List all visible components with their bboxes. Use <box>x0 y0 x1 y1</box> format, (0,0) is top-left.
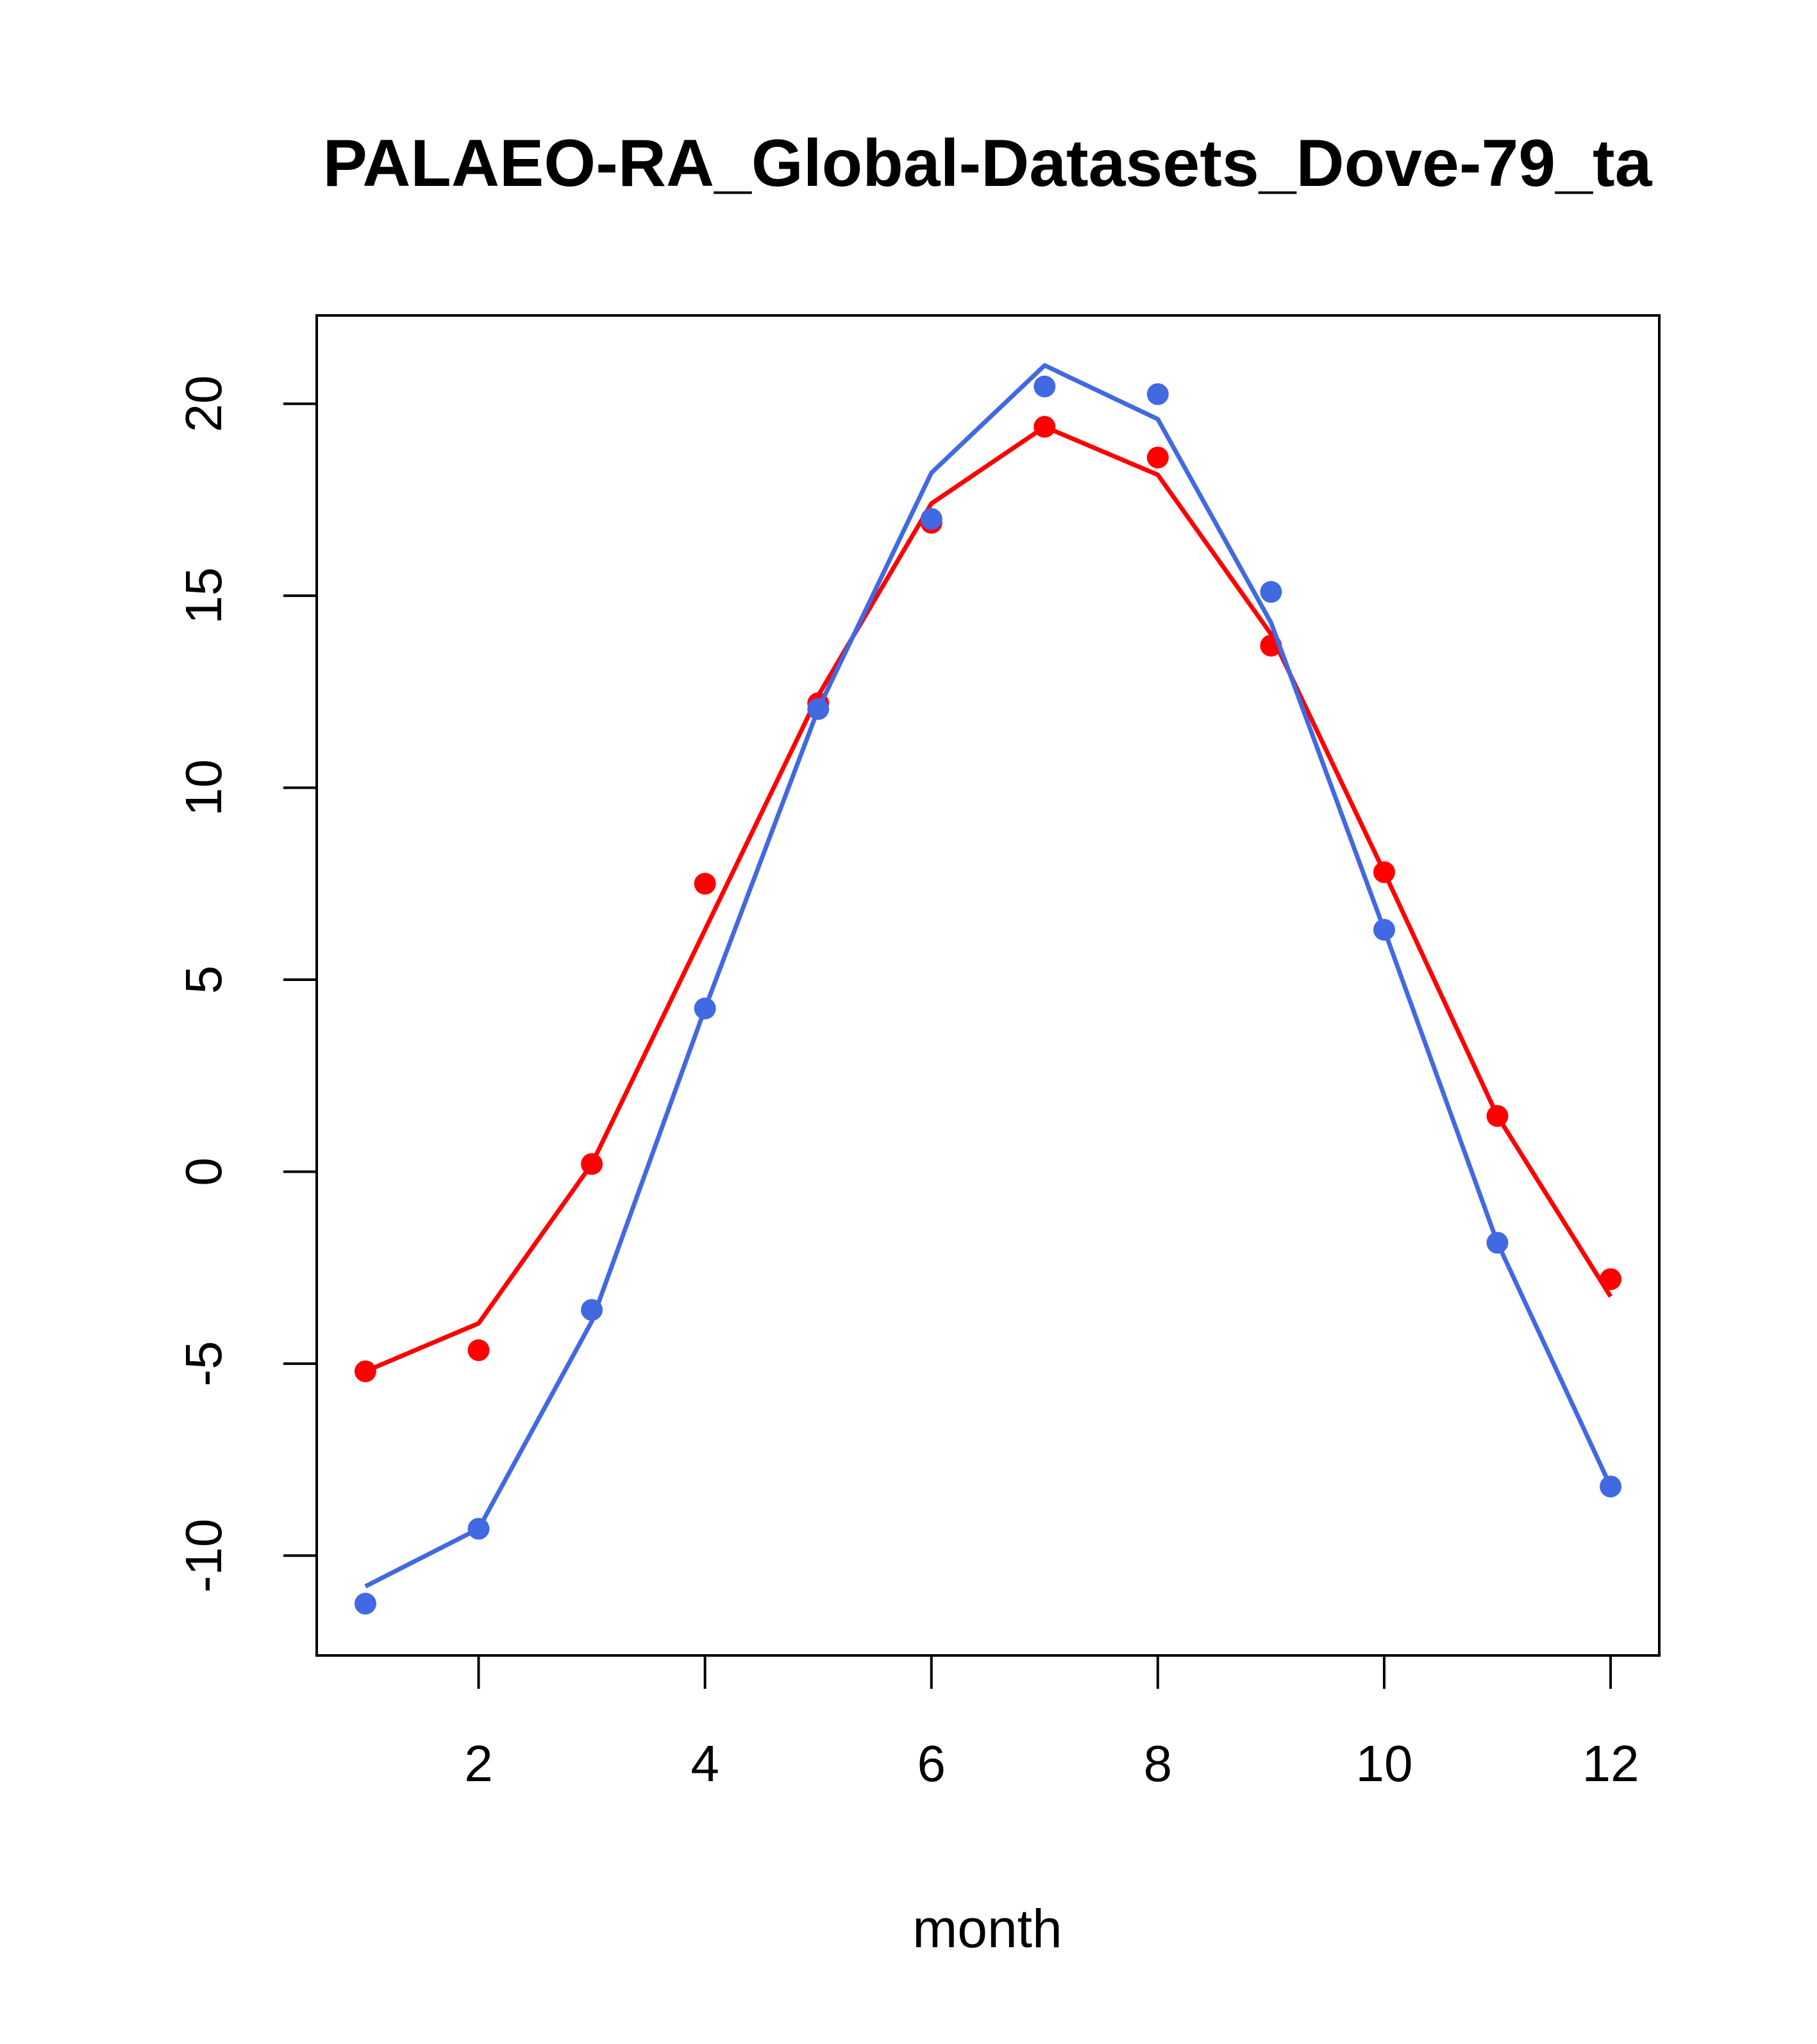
x-tick-label: 4 <box>691 1735 719 1792</box>
data-point <box>581 1299 603 1321</box>
y-tick-label: 10 <box>175 759 232 816</box>
chart-title: PALAEO-RA_Global-Datasets_Dove-79_ta <box>323 126 1653 201</box>
series-1 <box>354 363 1622 1615</box>
x-axis: 2 4 6 8 10 12 <box>464 1654 1639 1792</box>
data-point <box>467 1518 490 1540</box>
data-point <box>1146 383 1169 405</box>
data-point <box>920 508 942 530</box>
data-point <box>1034 375 1056 398</box>
series-0 <box>354 415 1622 1382</box>
data-point <box>1486 1232 1509 1254</box>
y-tick-label: 5 <box>175 966 232 994</box>
y-tick-label: 15 <box>175 567 232 624</box>
y-tick-label: -5 <box>175 1341 232 1386</box>
data-point <box>1146 446 1169 469</box>
series-layer <box>354 363 1622 1615</box>
y-tick-label: 0 <box>175 1157 232 1186</box>
x-tick-label: 6 <box>917 1735 946 1792</box>
data-point <box>1373 919 1395 941</box>
data-point <box>1486 1105 1509 1127</box>
data-point <box>807 698 830 720</box>
y-axis: -10 -5 0 5 10 15 20 <box>175 375 318 1593</box>
data-point <box>1260 581 1282 603</box>
x-tick-label: 12 <box>1582 1735 1639 1792</box>
data-point <box>694 873 716 895</box>
data-point <box>354 1593 376 1615</box>
x-tick-label: 10 <box>1355 1735 1412 1792</box>
data-point <box>1600 1268 1622 1291</box>
x-tick-label: 2 <box>464 1735 493 1792</box>
series-line <box>364 363 1613 1589</box>
data-point <box>1600 1475 1622 1498</box>
y-tick-label: 20 <box>175 375 232 432</box>
x-tick-label: 8 <box>1144 1735 1173 1792</box>
data-point <box>581 1153 603 1175</box>
y-tick-label: -10 <box>175 1518 232 1593</box>
data-point <box>1373 861 1395 884</box>
data-point <box>694 997 716 1019</box>
data-point <box>467 1339 490 1361</box>
series-line <box>364 424 1613 1374</box>
data-point <box>1034 415 1056 438</box>
data-point <box>354 1360 376 1382</box>
x-axis-label: month <box>912 1898 1062 1959</box>
